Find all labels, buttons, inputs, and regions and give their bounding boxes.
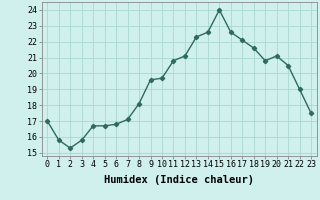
X-axis label: Humidex (Indice chaleur): Humidex (Indice chaleur) <box>104 175 254 185</box>
